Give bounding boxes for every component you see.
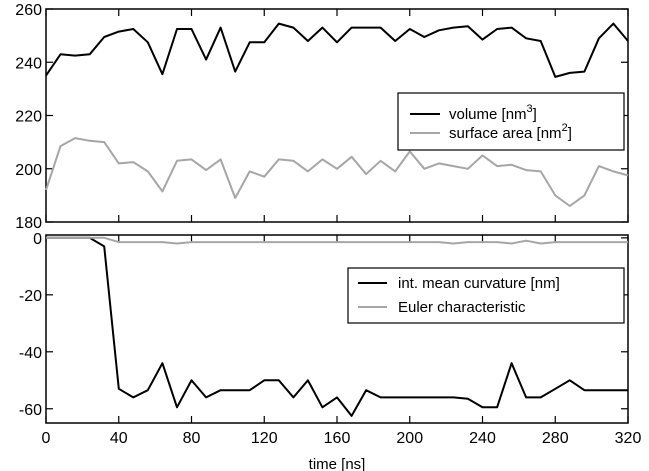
legend-box [397, 92, 625, 151]
legend-label: volume [nm3] [449, 103, 537, 123]
x-tick-label: 80 [183, 430, 201, 447]
x-tick-label: 320 [615, 430, 642, 447]
y-tick-label: 240 [15, 55, 42, 72]
legend: int. mean curvature [nm] Euler characteri… [347, 267, 625, 324]
legend-label: surface area [nm2] [449, 122, 572, 142]
y-tick-label: 260 [15, 2, 42, 19]
series-line-1 [45, 22, 629, 78]
x-axis-title: time [ns] [309, 456, 366, 471]
series-line-2 [46, 236, 628, 245]
legend: volume [nm3]surface area [nm2] [397, 92, 625, 151]
legend-box [347, 267, 625, 324]
x-tick-label: 120 [251, 430, 278, 447]
x-tick-label: 40 [110, 430, 128, 447]
y-tick-label: 180 [15, 215, 42, 232]
x-tick-label: 0 [42, 430, 51, 447]
y-tick-label: -60 [19, 402, 42, 419]
y-tick-label: 200 [15, 162, 42, 179]
plot-frame [45, 234, 629, 424]
x-tick-label: 200 [396, 430, 423, 447]
y-tick-label: -20 [19, 288, 42, 305]
series-line-2 [45, 137, 629, 207]
x-tick-label: 160 [324, 430, 351, 447]
x-tick-label: 280 [542, 430, 569, 447]
series-line-1 [46, 236, 628, 417]
legend-label: int. mean curvature [nm] [398, 275, 560, 292]
y-tick-label: 220 [15, 109, 42, 126]
legend-label: Euler characteristic [398, 299, 526, 316]
y-tick-label: -40 [19, 345, 42, 362]
x-tick-label: 240 [469, 430, 496, 447]
y-tick-label: 0 [33, 231, 42, 248]
top-panel: 180 200 220 240 260 volume [nm3]surface area … [15, 2, 629, 232]
